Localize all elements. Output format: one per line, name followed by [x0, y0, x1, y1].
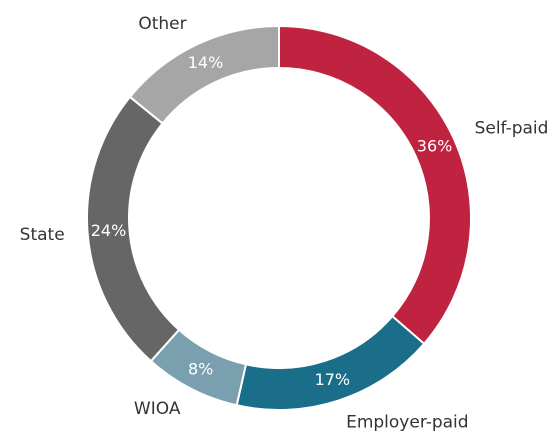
value-label: 17%	[315, 370, 351, 389]
value-label: 36%	[417, 136, 453, 155]
category-label: Self-paid	[475, 119, 549, 139]
donut-slice	[235, 314, 426, 411]
category-label: State	[20, 225, 65, 245]
category-label: Employer-paid	[346, 412, 469, 432]
value-label: 24%	[91, 221, 127, 240]
value-label: 8%	[188, 359, 213, 378]
category-label: Other	[138, 14, 186, 34]
value-label: 14%	[188, 53, 224, 72]
donut-slice	[128, 24, 280, 125]
donut-slice	[278, 24, 472, 346]
category-label: WIOA	[134, 399, 181, 419]
